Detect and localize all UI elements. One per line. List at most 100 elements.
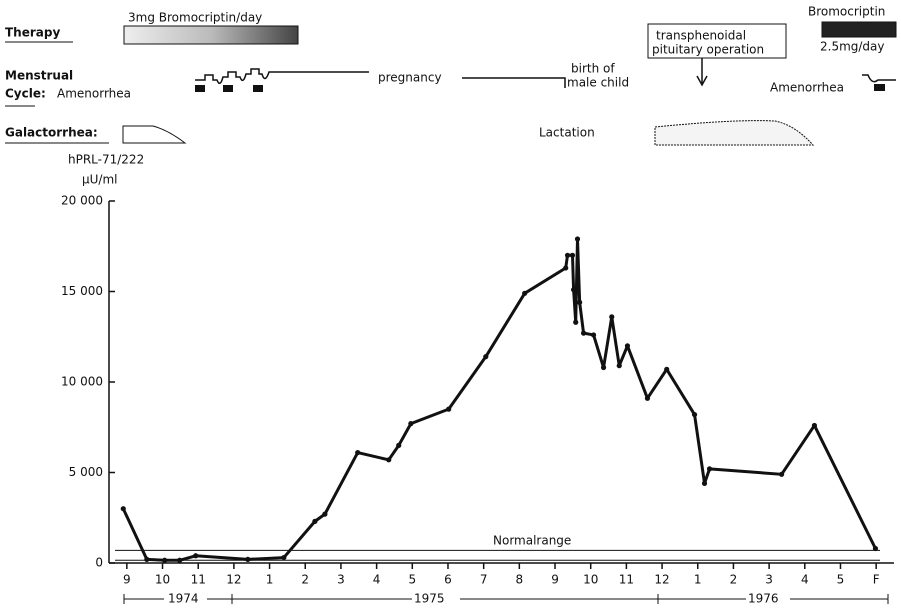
- y-tick-label: 5 000: [69, 465, 103, 479]
- data-point: [177, 557, 183, 563]
- annotation: 1976: [748, 592, 779, 606]
- annotation: Menstrual: [5, 69, 73, 83]
- annotation: 1975: [414, 592, 445, 606]
- x-tick-label: 10: [583, 573, 598, 587]
- data-point: [245, 556, 251, 562]
- data-point: [563, 265, 569, 271]
- data-point: [664, 366, 670, 372]
- annotation: Normalrange: [493, 534, 571, 548]
- x-tick-label: 11: [191, 573, 206, 587]
- cycle-line: [195, 68, 566, 88]
- data-point: [120, 506, 126, 512]
- data-point: [580, 330, 587, 336]
- data-point: [600, 364, 607, 371]
- data-line: [121, 237, 877, 562]
- x-tick-label: 3: [337, 573, 345, 587]
- annotation: birth of: [571, 62, 615, 76]
- data-point: [483, 354, 489, 360]
- y-tick-label: 20 000: [61, 194, 103, 208]
- data-point: [872, 545, 879, 552]
- underline: [5, 41, 109, 144]
- x-tick-label: 10: [155, 573, 170, 587]
- x-tick-label: 7: [480, 573, 488, 587]
- x-tick-label: 9: [123, 573, 131, 587]
- y-axis-label: µU/ml: [82, 173, 117, 187]
- x-tick-label: 1: [266, 573, 274, 587]
- data-point: [569, 252, 576, 258]
- therapy-bar: [123, 25, 299, 45]
- x-tick-label: 3: [765, 573, 773, 587]
- data-point: [574, 236, 581, 242]
- annotation: Bromocriptin: [808, 5, 885, 19]
- data-point: [144, 556, 150, 562]
- x-tick-label: 8: [516, 573, 524, 587]
- menses: [253, 85, 263, 92]
- data-point: [193, 553, 199, 559]
- data-point: [811, 422, 818, 429]
- data-point: [522, 290, 528, 296]
- x-tick-label: 4: [373, 573, 381, 587]
- x-tick-label: 12: [654, 573, 669, 587]
- operation-box: [647, 23, 787, 59]
- data-point: [573, 319, 579, 325]
- menses: [195, 85, 205, 92]
- therapy-bar: [821, 21, 897, 38]
- galactorrhea: [122, 125, 187, 144]
- x-tick-label: 1: [694, 573, 702, 587]
- annotation: Lactation: [539, 126, 595, 140]
- data-point: [706, 466, 713, 472]
- x-tick-label: 6: [444, 573, 452, 587]
- data-point: [396, 442, 402, 448]
- data-point: [281, 554, 287, 561]
- x-tick-label: 5: [837, 573, 845, 587]
- menses: [874, 84, 885, 91]
- data-point: [644, 395, 651, 401]
- data-point: [162, 557, 168, 563]
- x-tick-label: 2: [301, 573, 309, 587]
- y-tick-label: 15 000: [61, 284, 103, 298]
- annotation: Cycle:: [5, 87, 46, 101]
- x-tick-label: 11: [619, 573, 634, 587]
- data-point: [577, 299, 583, 305]
- data-point: [616, 363, 622, 369]
- annotation: pituitary operation: [652, 43, 764, 57]
- y-tick-label: 10 000: [61, 375, 103, 389]
- x-tick-label: F: [873, 573, 880, 587]
- annotation: pregnancy: [378, 71, 442, 85]
- annotation: male child: [567, 76, 629, 90]
- x-tick-label: 12: [226, 573, 241, 587]
- data-point: [322, 511, 328, 517]
- x-tick-label: 9: [551, 573, 559, 587]
- annotation: Therapy: [5, 26, 60, 40]
- cycle-line: [862, 74, 896, 83]
- x-tick-label: 4: [801, 573, 809, 587]
- menses: [223, 85, 233, 92]
- data-point: [701, 480, 708, 486]
- annotation: 3mg Bromocriptin/day: [128, 11, 262, 25]
- annotation: transphenoidal: [656, 29, 746, 43]
- data-point: [590, 332, 597, 338]
- data-point: [355, 449, 361, 456]
- chart-title: hPRL-71/222: [68, 153, 144, 167]
- data-point: [446, 406, 452, 412]
- data-point: [564, 252, 571, 258]
- data-point: [609, 314, 615, 320]
- data-point: [779, 471, 785, 477]
- x-tick-label: 2: [730, 573, 738, 587]
- data-point: [570, 287, 577, 293]
- x-tick-label: 5: [408, 573, 416, 587]
- annotation: 2.5mg/day: [820, 40, 885, 54]
- arrow: [696, 58, 708, 87]
- y-tick-label: 0: [95, 556, 103, 570]
- lactation: [654, 120, 815, 146]
- data-point: [386, 457, 392, 463]
- annotation: Amenorrhea: [770, 81, 844, 95]
- annotation: Galactorrhea:: [5, 126, 98, 140]
- annotation: 1974: [168, 592, 199, 606]
- year-bracket: [123, 594, 889, 604]
- annotation: Amenorrhea: [57, 87, 131, 101]
- data-point: [408, 421, 414, 427]
- data-point: [691, 411, 698, 418]
- data-point: [312, 518, 318, 524]
